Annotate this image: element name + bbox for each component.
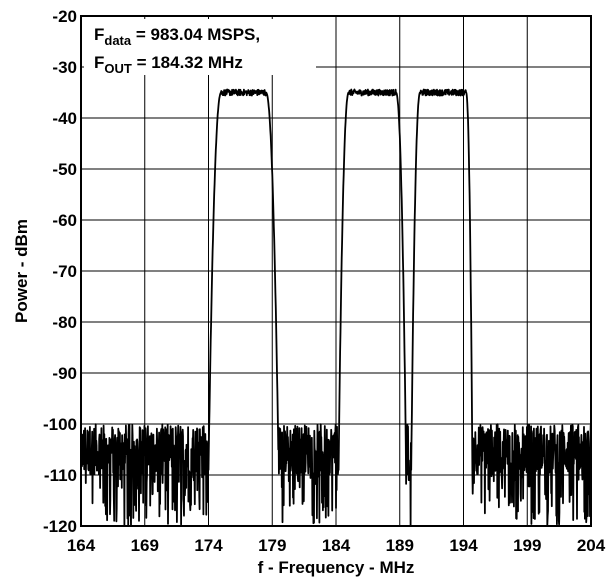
y-tick-label: -120 xyxy=(43,517,77,536)
x-tick-label: 184 xyxy=(322,536,351,555)
annotation-line: Fdata = 983.04 MSPS, xyxy=(94,25,260,48)
y-tick-label: -80 xyxy=(52,313,77,332)
x-tick-label: 189 xyxy=(386,536,414,555)
y-axis-title: Power - dBm xyxy=(12,219,31,323)
x-tick-label: 199 xyxy=(513,536,541,555)
y-tick-label: -100 xyxy=(43,415,77,434)
plot-frame xyxy=(80,15,592,527)
annotation-layer: Fdata = 983.04 MSPS, FOUT = 184.32 MHz xyxy=(84,19,316,76)
y-tick-label: -50 xyxy=(52,160,77,179)
annotation-background xyxy=(84,19,316,75)
annotation-line: FOUT = 184.32 MHz xyxy=(94,53,243,76)
x-tick-label: 179 xyxy=(258,536,286,555)
x-tick-label: 194 xyxy=(449,536,478,555)
y-tick-label: -30 xyxy=(52,58,77,77)
y-tick-label: -90 xyxy=(52,364,77,383)
series-layer xyxy=(81,88,591,526)
y-tick-label: -70 xyxy=(52,262,77,281)
x-tick-label: 174 xyxy=(194,536,223,555)
x-tick-label: 169 xyxy=(131,536,159,555)
y-tick-label: -60 xyxy=(52,211,77,230)
y-tick-labels: -20 -30 -40 -50 -60 -70 -80 -90 -100 -110 -120 xyxy=(43,7,77,536)
y-tick-label: -110 xyxy=(44,466,77,485)
x-tick-labels: 164 169 174 179 184 189 194 199 204 xyxy=(67,536,606,555)
x-tick-label: 164 xyxy=(67,536,96,555)
y-tick-label: -20 xyxy=(52,7,77,26)
spectrum-trace xyxy=(81,88,591,526)
x-axis-title: f - Frequency - MHz xyxy=(258,558,415,577)
y-tick-label: -40 xyxy=(52,109,77,128)
x-tick-label: 204 xyxy=(577,536,606,555)
